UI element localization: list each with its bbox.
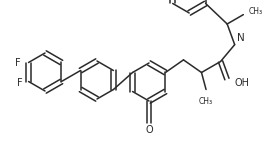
Text: O: O bbox=[145, 125, 153, 135]
Text: OH: OH bbox=[235, 78, 250, 88]
Text: F: F bbox=[15, 58, 21, 68]
Text: F: F bbox=[17, 79, 23, 88]
Text: CH₃: CH₃ bbox=[199, 97, 213, 105]
Text: N: N bbox=[237, 33, 245, 43]
Text: CH₃: CH₃ bbox=[248, 7, 262, 16]
